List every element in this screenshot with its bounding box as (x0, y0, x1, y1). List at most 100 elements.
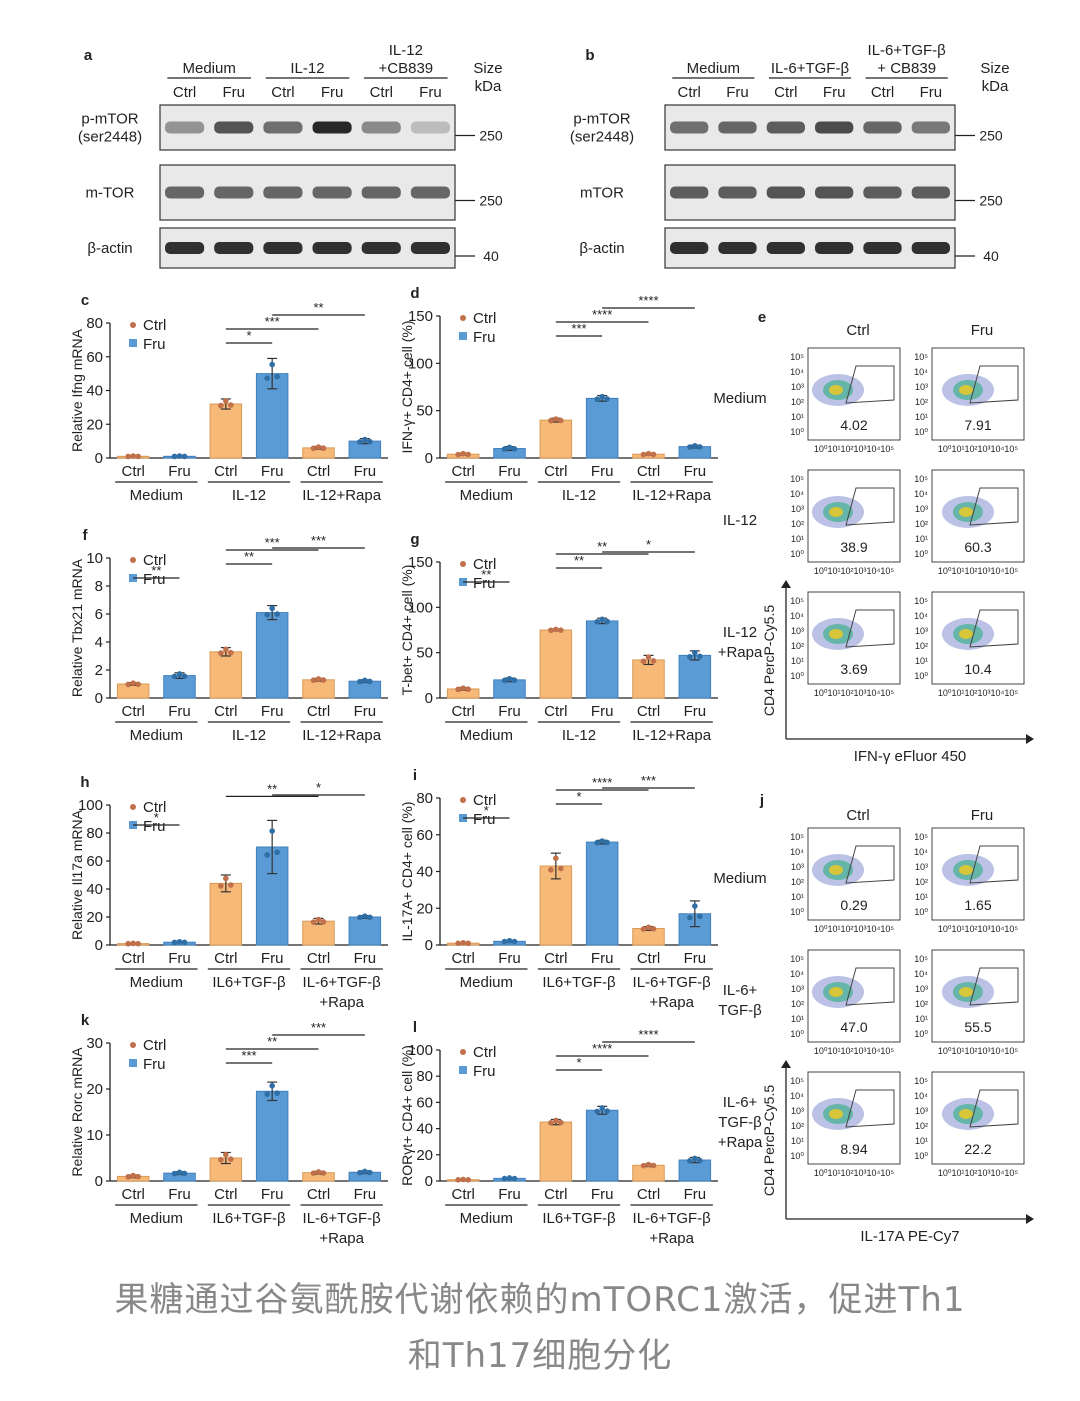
blot-size-value: 40 (483, 248, 499, 264)
data-point (171, 673, 178, 680)
flow-gate (845, 845, 895, 884)
flow-y-tick: 10⁵ (914, 954, 928, 964)
data-point (315, 676, 322, 682)
bar (255, 612, 289, 699)
data-point (125, 453, 131, 460)
x-tick-label: Fru (261, 463, 284, 480)
y-tick-label: 80 (86, 315, 103, 332)
data-point (687, 914, 693, 921)
panel-letter: f (83, 527, 89, 544)
data-point (357, 1169, 363, 1176)
data-point (553, 626, 559, 633)
flow-y-tick: 10¹ (915, 534, 928, 544)
data-point (130, 453, 136, 459)
legend-fru-label: Fru (143, 1056, 166, 1073)
flow-density-core (829, 507, 843, 517)
x-tick-label: Fru (354, 703, 377, 720)
group-label: Medium (460, 727, 513, 744)
flow-x-ticks: 10⁰10¹10²10³10⁴10⁵ (938, 924, 1019, 934)
data-point (465, 1176, 471, 1183)
flow-x-ticks: 10⁰10¹10²10³10⁴10⁵ (938, 688, 1019, 698)
blot-band (263, 242, 303, 254)
flow-y-tick: 10⁰ (790, 427, 804, 437)
group-label: IL-6+TGF-β (633, 974, 712, 991)
flow-y-tick: 10⁵ (790, 474, 804, 484)
legend-ctrl-dot (130, 557, 136, 563)
bar (348, 916, 382, 946)
x-tick-label: Fru (168, 1186, 191, 1203)
flow-gate-percent: 4.02 (840, 417, 867, 433)
flow-y-arrowhead (781, 580, 791, 588)
data-point (176, 938, 183, 945)
y-tick-label: 40 (416, 1121, 433, 1138)
data-point (218, 402, 224, 409)
flow-gate (969, 487, 1019, 526)
flow-row-label: +Rapa (718, 644, 763, 661)
data-point (506, 1175, 513, 1181)
data-point (264, 611, 270, 618)
flow-y-tick: 10⁰ (790, 1151, 804, 1161)
flow-gate-percent: 1.65 (964, 897, 991, 913)
x-tick-label: Ctrl (544, 703, 567, 720)
flow-y-tick: 10² (791, 999, 804, 1009)
bar (348, 680, 382, 699)
significance-label: **** (638, 1027, 658, 1042)
bar (255, 1090, 289, 1182)
flow-x-ticks: 10⁰10¹10²10³10⁴10⁵ (938, 1168, 1019, 1178)
data-point (223, 398, 229, 404)
flow-column-label: Fru (971, 322, 994, 339)
data-point (181, 673, 188, 679)
y-axis-label: IFN-γ+ CD4+ cell (%) (399, 320, 415, 453)
x-tick-label: Ctrl (214, 463, 237, 480)
legend-ctrl-label: Ctrl (143, 552, 166, 569)
flow-x-ticks: 10⁰10¹10²10³10⁴10⁵ (814, 924, 895, 934)
y-tick-label: 40 (86, 881, 103, 898)
flow-density-core (829, 987, 843, 997)
y-axis-label: Relative Tbx21 mRNA (69, 558, 85, 697)
blot-group-label: IL-6+TGF-β (868, 42, 947, 59)
flow-y-tick: 10⁴ (790, 969, 804, 979)
data-point (357, 439, 363, 445)
legend-fru-label: Fru (473, 575, 496, 592)
x-tick-label: Fru (498, 703, 521, 720)
blot-size-value: 250 (979, 193, 1003, 209)
significance-label: ** (267, 1034, 277, 1049)
blot-lane-label: Fru (419, 84, 442, 101)
panel-letter: j (759, 792, 764, 809)
y-tick-label: 0 (425, 937, 433, 954)
y-tick-label: 60 (86, 349, 103, 366)
legend-ctrl-dot (460, 1049, 466, 1055)
flow-y-tick: 10³ (791, 504, 804, 514)
legend-fru-swatch (129, 821, 137, 829)
data-point (135, 681, 141, 688)
x-tick-label: Ctrl (452, 463, 475, 480)
data-point (125, 940, 131, 947)
bar (209, 882, 243, 946)
data-point (264, 375, 270, 381)
blot-band (718, 121, 757, 134)
flow-row-label: TGF-β (718, 1114, 762, 1131)
group-label: Medium (460, 974, 513, 991)
x-tick-label: Ctrl (307, 463, 330, 480)
data-point (558, 417, 564, 424)
y-tick-label: 40 (86, 383, 103, 400)
flow-x-axis-label: IFN-γ eFluor 450 (854, 748, 967, 765)
flow-row-label: TGF-β (718, 1002, 762, 1019)
flow-y-tick: 10² (791, 519, 804, 529)
data-point (315, 1169, 322, 1175)
blot-band (165, 242, 205, 254)
legend-ctrl-dot (130, 322, 136, 328)
panel-letter: a (84, 47, 93, 64)
flow-y-tick: 10⁵ (914, 596, 928, 606)
data-point (125, 1174, 131, 1180)
blot-band (911, 186, 950, 199)
flow-y-tick: 10³ (791, 862, 804, 872)
legend-fru-label: Fru (143, 571, 166, 588)
data-point (269, 605, 275, 612)
data-point (455, 1177, 461, 1183)
flow-y-tick: 10¹ (791, 534, 804, 544)
legend-fru-swatch (459, 332, 467, 340)
blot-band (863, 121, 902, 134)
y-tick-label: 60 (86, 853, 103, 870)
